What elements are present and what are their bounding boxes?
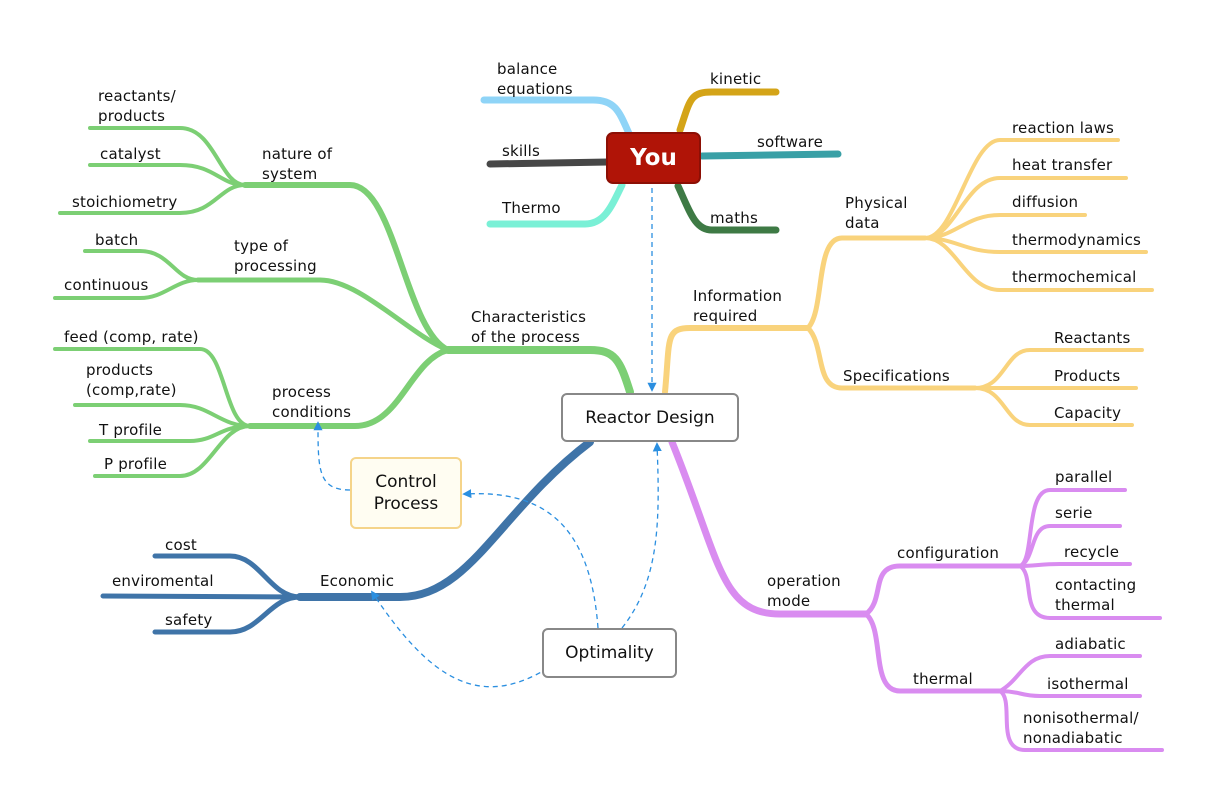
arrow-optimality-economic <box>370 590 549 688</box>
branch-thermo <box>486 181 626 228</box>
nature-title[interactable]: nature of system <box>262 145 333 183</box>
physical-item-thermochemical[interactable]: thermochemical <box>1012 268 1137 286</box>
economic-item-enviromental[interactable]: enviromental <box>112 572 214 590</box>
economic-title[interactable]: Economic <box>320 572 395 590</box>
maths-label[interactable]: maths <box>710 209 759 227</box>
config-item-parallel[interactable]: parallel <box>1055 468 1113 486</box>
nature-item-catalyst[interactable]: catalyst <box>100 145 161 163</box>
balance-label[interactable]: balance equations <box>497 60 573 98</box>
economic-branch <box>100 438 594 635</box>
software-label[interactable]: software <box>757 133 824 151</box>
physical-title[interactable]: Physical data <box>845 194 908 232</box>
branch-kinetic <box>676 88 780 134</box>
config-item-contacting[interactable]: contacting thermal <box>1055 576 1137 614</box>
process-title[interactable]: Characteristics of the process <box>471 308 587 346</box>
nature-item-reactants[interactable]: reactants/ products <box>98 87 176 125</box>
arrow-control-conditions <box>313 421 351 491</box>
control-process-node[interactable]: Control Process <box>350 457 462 529</box>
configuration-title[interactable]: configuration <box>897 544 1000 562</box>
thermal-item-adiabatic[interactable]: adiabatic <box>1055 635 1126 653</box>
physical-item-diffusion[interactable]: diffusion <box>1012 193 1079 211</box>
optimality-node[interactable]: Optimality <box>542 628 677 678</box>
you-node[interactable]: You <box>606 132 701 184</box>
reactor-design-node[interactable]: Reactor Design <box>561 393 739 442</box>
conditions-title[interactable]: process conditions <box>272 383 352 421</box>
type-title[interactable]: type of processing <box>234 237 317 275</box>
thermal-item-isothermal[interactable]: isothermal <box>1047 675 1129 693</box>
operation-branch <box>668 438 1164 752</box>
type-item-continuous[interactable]: continuous <box>64 276 149 294</box>
economic-item-cost[interactable]: cost <box>165 536 197 554</box>
nature-item-stoichiometry[interactable]: stoichiometry <box>72 193 178 211</box>
process-branch <box>53 126 634 478</box>
physical-item-heat-transfer[interactable]: heat transfer <box>1012 156 1113 174</box>
skills-label[interactable]: skills <box>502 142 541 160</box>
relationship-arrows <box>313 188 662 688</box>
physical-item-reaction-laws[interactable]: reaction laws <box>1012 119 1115 137</box>
spec-item-products[interactable]: Products <box>1054 367 1121 385</box>
conditions-item-p-profile[interactable]: P profile <box>104 455 167 473</box>
spec-item-capacity[interactable]: Capacity <box>1054 404 1122 422</box>
branch-software <box>698 150 842 160</box>
kinetic-label[interactable]: kinetic <box>710 70 762 88</box>
spec-item-reactants[interactable]: Reactants <box>1054 329 1131 347</box>
branch-skills <box>486 158 612 168</box>
operation-title[interactable]: operation mode <box>767 572 841 610</box>
branch-maths <box>674 182 780 234</box>
information-title[interactable]: Information required <box>693 287 783 325</box>
thermo-label[interactable]: Thermo <box>502 199 561 217</box>
information-branch <box>662 138 1154 427</box>
conditions-item-feed[interactable]: feed (comp, rate) <box>64 328 199 346</box>
conditions-item-t-profile[interactable]: T profile <box>99 421 163 439</box>
config-item-serie[interactable]: serie <box>1055 504 1093 522</box>
config-item-recycle[interactable]: recycle <box>1064 543 1120 561</box>
arrow-optimality-reactor <box>621 442 662 629</box>
thermal-item-nonisothermal[interactable]: nonisothermal/ nonadiabatic <box>1023 709 1139 747</box>
type-item-batch[interactable]: batch <box>95 231 139 249</box>
conditions-item-products[interactable]: products (comp,rate) <box>86 361 177 399</box>
physical-item-thermodynamics[interactable]: thermodynamics <box>1012 231 1142 249</box>
specifications-title[interactable]: Specifications <box>843 367 950 385</box>
arrow-optimality-control <box>462 489 599 629</box>
thermal-title[interactable]: thermal <box>913 670 973 688</box>
economic-item-safety[interactable]: safety <box>165 611 213 629</box>
